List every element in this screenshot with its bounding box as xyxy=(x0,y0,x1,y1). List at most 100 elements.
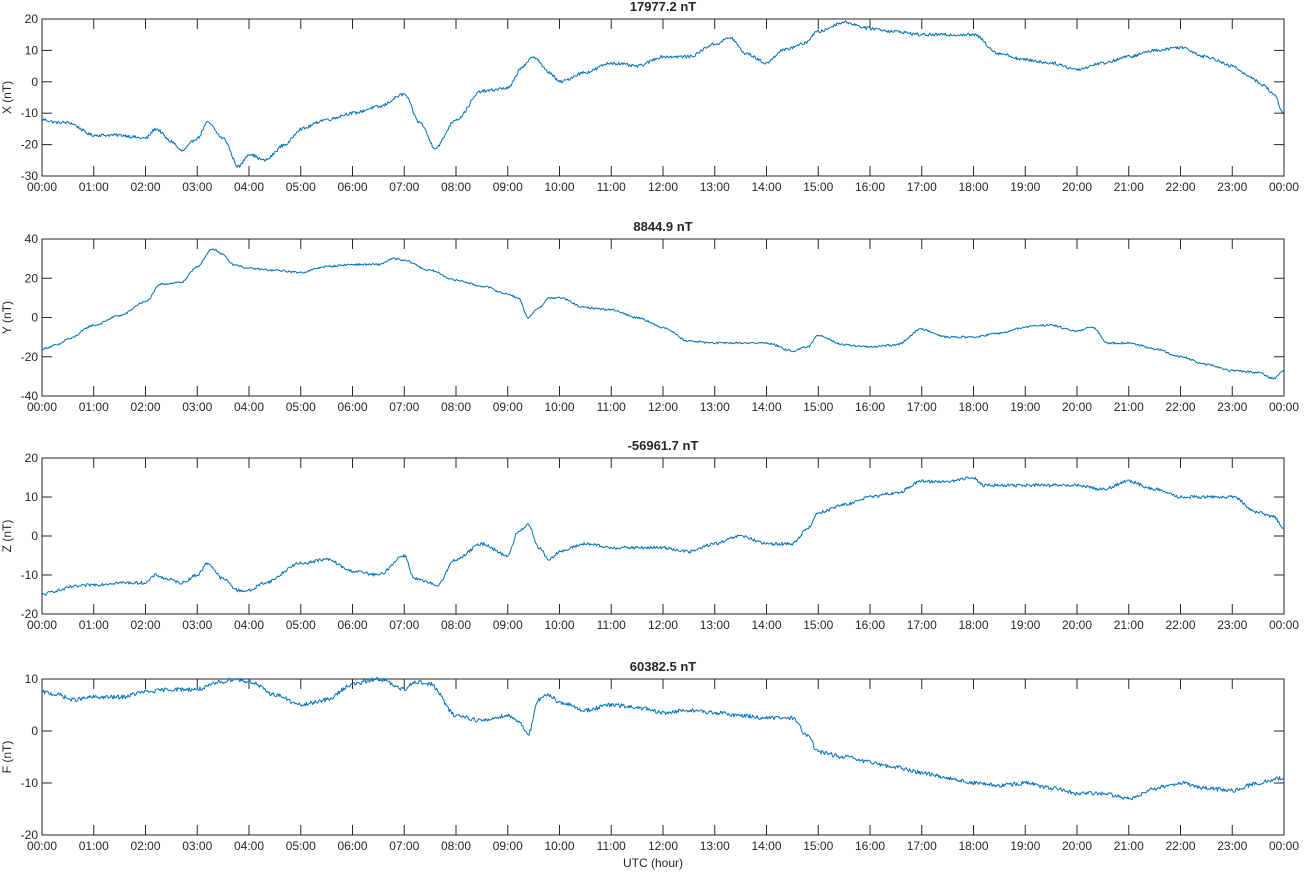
x-tick-label: 20:00 xyxy=(1062,400,1092,414)
x-tick-label: 05:00 xyxy=(286,839,316,853)
y-axis-label: Y (nT) xyxy=(0,301,14,334)
y-tick-label: 20 xyxy=(25,12,39,26)
x-tick-label: 15:00 xyxy=(803,839,833,853)
x-tick-label: 09:00 xyxy=(493,180,523,194)
x-tick-label: 09:00 xyxy=(493,839,523,853)
x-tick-label: 08:00 xyxy=(441,839,471,853)
x-tick-label: 07:00 xyxy=(389,180,419,194)
x-tick-label: 14:00 xyxy=(751,839,781,853)
x-tick-label: 03:00 xyxy=(182,400,212,414)
x-tick-label: 03:00 xyxy=(182,618,212,632)
x-tick-label: 23:00 xyxy=(1217,400,1247,414)
x-tick-label: 19:00 xyxy=(1010,400,1040,414)
y-tick-label: -20 xyxy=(21,138,39,152)
x-tick-label: 14:00 xyxy=(751,180,781,194)
x-tick-label: 22:00 xyxy=(1165,180,1195,194)
x-tick-label: 16:00 xyxy=(855,180,885,194)
x-tick-label: 12:00 xyxy=(648,618,678,632)
x-tick-label: 15:00 xyxy=(803,180,833,194)
x-tick-label: 22:00 xyxy=(1165,400,1195,414)
y-tick-label: -20 xyxy=(21,607,39,621)
x-tick-label: 05:00 xyxy=(286,180,316,194)
x-tick-label: 16:00 xyxy=(855,400,885,414)
x-tick-label: 02:00 xyxy=(130,180,160,194)
x-tick-label: 10:00 xyxy=(544,839,574,853)
x-tick-label: 00:00 xyxy=(1269,618,1299,632)
plot-frame xyxy=(41,457,1285,615)
x-tick-label: 22:00 xyxy=(1165,839,1195,853)
x-tick-label: 14:00 xyxy=(751,618,781,632)
y-tick-label: -20 xyxy=(21,828,39,842)
x-tick-label: 01:00 xyxy=(79,400,109,414)
data-series-line xyxy=(41,676,1285,801)
x-tick-label: 05:00 xyxy=(286,400,316,414)
x-tick-label: 10:00 xyxy=(544,180,574,194)
y-axis-label: F (nT) xyxy=(0,741,14,774)
x-tick-label: 08:00 xyxy=(441,400,471,414)
x-tick-label: 20:00 xyxy=(1062,180,1092,194)
x-tick-label: 17:00 xyxy=(907,839,937,853)
x-tick-label: 20:00 xyxy=(1062,839,1092,853)
panel-title: 60382.5 nT xyxy=(630,659,697,674)
x-tick-label: 23:00 xyxy=(1217,618,1247,632)
x-tick-label: 11:00 xyxy=(597,618,626,632)
x-tick-label: 10:00 xyxy=(544,400,574,414)
x-tick-label: 12:00 xyxy=(648,400,678,414)
x-tick-label: 17:00 xyxy=(907,400,937,414)
x-tick-label: 18:00 xyxy=(958,400,988,414)
y-tick-label: 10 xyxy=(25,43,39,57)
x-tick-label: 16:00 xyxy=(855,618,885,632)
data-series-line xyxy=(41,248,1285,380)
x-tick-label: 01:00 xyxy=(79,180,109,194)
x-tick-label: 04:00 xyxy=(234,618,264,632)
x-tick-label: 21:00 xyxy=(1114,618,1144,632)
x-tick-label: 16:00 xyxy=(855,839,885,853)
y-tick-label: 40 xyxy=(25,232,39,246)
x-tick-label: 03:00 xyxy=(182,180,212,194)
x-tick-label: 02:00 xyxy=(130,618,160,632)
x-tick-label: 14:00 xyxy=(751,400,781,414)
x-tick-label: 13:00 xyxy=(700,180,730,194)
x-tick-label: 00:00 xyxy=(27,839,57,853)
panel-z: -56961.7 nT Z (nT) 00:00 01:00 02:00 03:00 04:… xyxy=(0,438,1299,632)
x-tick-label: 03:00 xyxy=(182,839,212,853)
x-tick-label: 05:00 xyxy=(286,618,316,632)
x-tick-label: 01:00 xyxy=(79,618,109,632)
x-tick-label: 09:00 xyxy=(493,400,523,414)
y-tick-label: -20 xyxy=(21,350,39,364)
x-tick-label: 17:00 xyxy=(907,618,937,632)
x-tick-label: 18:00 xyxy=(958,180,988,194)
y-tick-label: 0 xyxy=(31,311,38,325)
y-tick-label: -40 xyxy=(21,389,39,403)
x-tick-label: 00:00 xyxy=(1269,400,1299,414)
x-tick-label: 18:00 xyxy=(958,618,988,632)
figure-xlabel: UTC (hour) xyxy=(623,856,683,870)
x-tick-label: 00:00 xyxy=(1269,839,1299,853)
y-tick-label: -10 xyxy=(21,106,39,120)
y-axis-label: Z (nT) xyxy=(0,520,14,553)
data-series-line xyxy=(41,20,1285,168)
panels: 17977.2 nT X (nT) 00:00 01:00 02:00 03:00 04:0… xyxy=(0,0,1299,853)
x-tick-label: 15:00 xyxy=(803,618,833,632)
y-tick-label: 0 xyxy=(31,724,38,738)
panel-y: 8844.9 nT Y (nT) 00:00 01:00 02:00 03:00 04:00… xyxy=(0,219,1299,414)
x-tick-label: 19:00 xyxy=(1010,839,1040,853)
x-tick-label: 21:00 xyxy=(1114,400,1144,414)
x-tick-label: 09:00 xyxy=(493,618,523,632)
x-tick-label: 00:00 xyxy=(27,180,57,194)
x-tick-label: 11:00 xyxy=(597,839,626,853)
x-tick-label: 08:00 xyxy=(441,180,471,194)
x-tick-label: 12:00 xyxy=(648,839,678,853)
y-tick-label: 0 xyxy=(31,75,38,89)
x-tick-label: 00:00 xyxy=(27,400,57,414)
x-tick-label: 21:00 xyxy=(1114,180,1144,194)
panel-title: 8844.9 nT xyxy=(633,219,692,234)
x-tick-label: 13:00 xyxy=(700,839,730,853)
y-axis-label: X (nT) xyxy=(0,81,14,114)
x-tick-label: 11:00 xyxy=(597,180,626,194)
x-tick-label: 15:00 xyxy=(803,400,833,414)
x-tick-label: 00:00 xyxy=(1269,180,1299,194)
x-tick-label: 20:00 xyxy=(1062,618,1092,632)
x-tick-label: 13:00 xyxy=(700,618,730,632)
x-tick-label: 21:00 xyxy=(1114,839,1144,853)
